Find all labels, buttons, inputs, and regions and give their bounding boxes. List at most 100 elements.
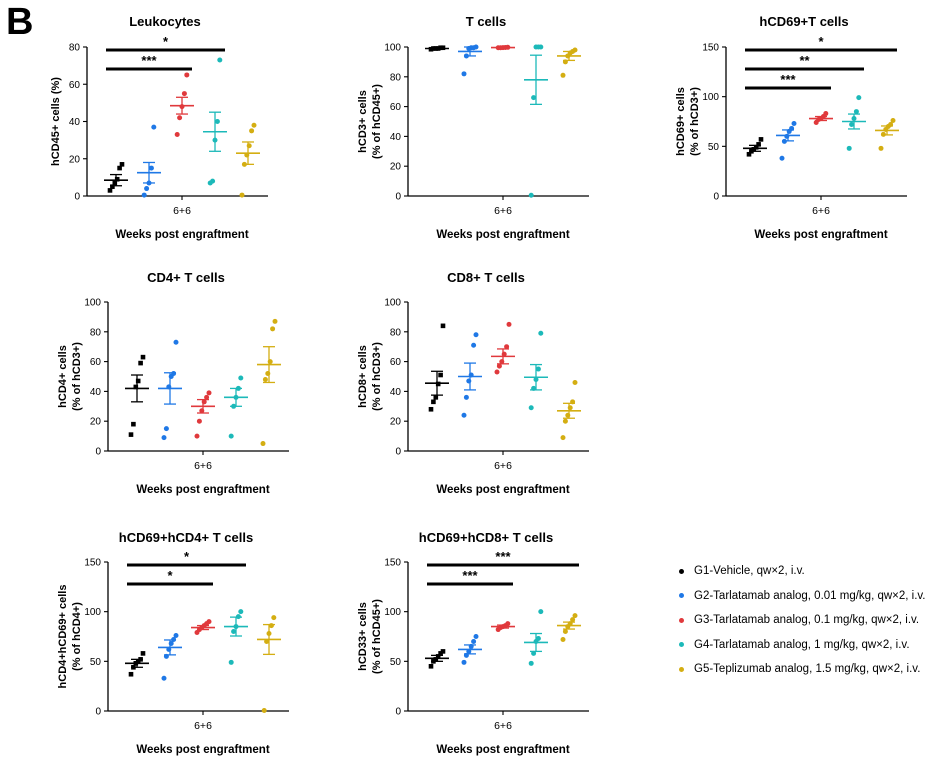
data-point: [114, 176, 120, 182]
data-point: [171, 371, 177, 377]
data-point: [128, 432, 134, 437]
x-tick-label: 6+6: [173, 205, 191, 217]
data-point: [438, 651, 443, 656]
y-tick-label: 0: [395, 192, 401, 203]
legend-label: G4-Tarlatamab analog, 1 mg/kg, qw×2, i.v…: [694, 638, 910, 651]
data-point: [228, 659, 234, 665]
data-point: [473, 634, 479, 639]
y-axis-title: hCD69+ cells: [675, 87, 687, 156]
y-tick-label: 100: [384, 607, 401, 618]
y-tick-label: 50: [390, 657, 402, 668]
data-point: [138, 360, 143, 366]
data-point: [174, 132, 180, 138]
data-point: [471, 638, 477, 644]
data-point: [433, 657, 439, 662]
data-point: [846, 145, 852, 151]
y-tick-label: 100: [702, 92, 719, 103]
data-point: [204, 394, 210, 400]
y-tick-label: 0: [95, 447, 101, 458]
y-tick-label: 150: [384, 558, 401, 569]
significance-label: ***: [495, 549, 511, 564]
data-point: [560, 435, 566, 441]
data-point: [112, 180, 118, 186]
x-axis-title: Weeks post engraftment: [754, 229, 888, 241]
y-axis-title: (% of hCD3+): [689, 87, 701, 156]
data-point: [435, 654, 441, 659]
data-point: [184, 72, 190, 78]
data-point: [271, 615, 277, 621]
data-point: [560, 72, 566, 78]
y-tick-label: 150: [702, 43, 719, 54]
data-point: [272, 318, 278, 324]
y-axis-title: (% of hCD3+): [371, 342, 383, 411]
data-point: [438, 372, 443, 378]
x-tick-label: 6+6: [812, 205, 830, 217]
chart-title: hCD69+hCD8+ T cells: [419, 530, 553, 545]
y-tick-label: 60: [69, 80, 81, 91]
chart-title: hCD69+hCD4+ T cells: [119, 530, 253, 545]
data-point: [531, 650, 537, 656]
legend-item: G5-Teplizumab analog, 1.5 mg/kg, qw×2, i…: [676, 657, 926, 682]
data-point: [528, 192, 534, 198]
data-point: [128, 671, 134, 677]
y-tick-label: 40: [69, 117, 81, 128]
x-tick-label: 6+6: [494, 460, 512, 472]
data-point: [753, 145, 759, 150]
data-point: [238, 375, 244, 381]
legend-marker: [679, 568, 684, 574]
data-point: [528, 405, 534, 411]
y-tick-label: 60: [390, 357, 402, 368]
data-point: [570, 617, 576, 623]
data-point: [173, 339, 179, 345]
data-point: [791, 120, 797, 126]
y-tick-label: 0: [74, 192, 80, 203]
legend-marker: [679, 617, 684, 623]
data-point: [823, 111, 829, 117]
y-tick-label: 40: [390, 132, 402, 143]
chart-title: Leukocytes: [129, 14, 201, 29]
data-point: [177, 115, 183, 121]
data-point: [528, 660, 534, 666]
y-axis-title: (% of hCD45+): [371, 84, 383, 159]
y-axis-title: (% of hCD45+): [371, 599, 383, 674]
y-tick-label: 100: [84, 607, 101, 618]
data-point: [856, 95, 862, 101]
data-point: [890, 118, 896, 124]
data-point: [133, 384, 139, 390]
data-point: [538, 44, 544, 50]
data-point: [531, 95, 537, 101]
legend-label: G1-Vehicle, qw×2, i.v.: [694, 565, 805, 578]
significance-label: *: [163, 34, 169, 49]
x-axis-title: Weeks post engraftment: [136, 484, 270, 496]
legend-marker: [679, 593, 684, 599]
y-tick-label: 150: [84, 558, 101, 569]
data-point: [461, 71, 467, 77]
legend-item: G2-Tarlatamab analog, 0.01 mg/kg, qw×2, …: [676, 584, 926, 609]
y-tick-label: 20: [90, 417, 102, 428]
data-point: [214, 119, 220, 124]
data-point: [261, 708, 267, 714]
data-point: [141, 192, 147, 198]
legend: G1-Vehicle, qw×2, i.v. G2-Tarlatamab ana…: [676, 559, 926, 682]
chart-title: T cells: [466, 14, 506, 29]
y-tick-label: 0: [95, 707, 101, 718]
data-point: [210, 178, 216, 184]
y-tick-label: 0: [395, 707, 401, 718]
significance-label: **: [799, 53, 810, 68]
y-tick-label: 60: [390, 102, 402, 113]
data-point: [239, 192, 245, 198]
y-axis-title: hCD8+ cells: [357, 345, 369, 408]
data-point: [110, 184, 115, 189]
significance-label: *: [818, 34, 824, 49]
data-point: [440, 649, 446, 654]
chart-title: hCD69+T cells: [759, 14, 848, 29]
data-point: [135, 659, 141, 664]
data-point: [538, 330, 544, 336]
x-tick-label: 6+6: [194, 720, 212, 732]
data-point: [538, 609, 544, 615]
data-point: [173, 633, 179, 639]
legend-item: G4-Tarlatamab analog, 1 mg/kg, qw×2, i.v…: [676, 633, 926, 658]
x-axis-title: Weeks post engraftment: [436, 229, 570, 241]
y-tick-label: 100: [384, 43, 401, 54]
